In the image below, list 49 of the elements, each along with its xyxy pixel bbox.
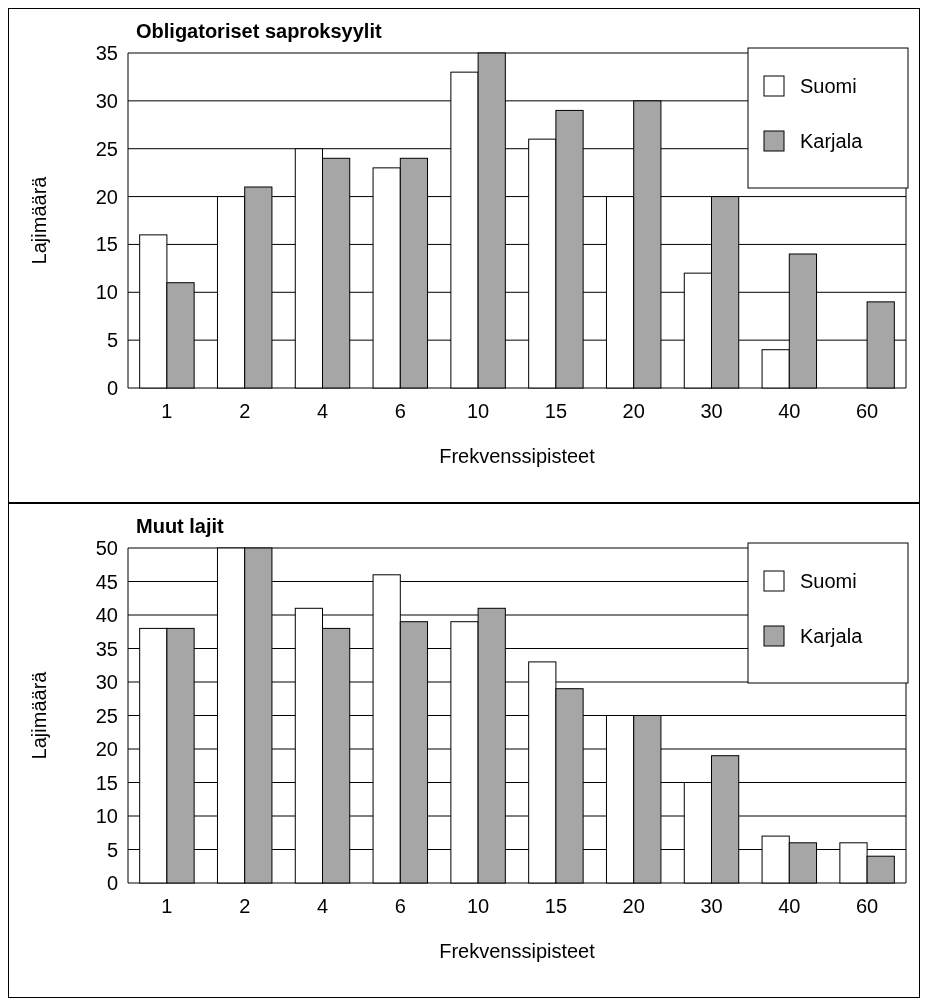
x-axis-title: Frekvenssipisteet: [439, 940, 596, 962]
x-tick-label: 10: [466, 400, 490, 422]
y-tick-label: 45: [95, 570, 118, 593]
y-axis-title: Lajimäärä: [28, 175, 50, 265]
x-tick-label: 1: [161, 895, 173, 917]
legend-label: Karjala: [800, 625, 864, 647]
legend-label: Suomi: [800, 75, 857, 97]
legend-label: Karjala: [800, 130, 864, 152]
x-tick-label: 60: [855, 400, 879, 422]
x-tick-label: 30: [700, 400, 723, 422]
x-tick-label: 4: [316, 400, 329, 422]
x-tick-label: 2: [239, 895, 251, 917]
y-tick-label: 20: [95, 738, 118, 760]
chart-title: Obligatoriset saproksyylit: [136, 20, 382, 42]
x-tick-label: 2: [239, 400, 251, 422]
x-tick-label: 60: [855, 895, 879, 917]
x-tick-label: 1: [161, 400, 173, 422]
y-axis-title: Lajimäärä: [28, 670, 50, 760]
x-tick-label: 40: [778, 895, 801, 917]
y-tick-label: 25: [95, 704, 118, 727]
x-tick-label: 10: [466, 895, 490, 917]
x-tick-label: 15: [544, 895, 568, 917]
y-tick-label: 25: [95, 137, 118, 160]
y-tick-label: 35: [95, 637, 118, 660]
y-tick-label: 5: [106, 329, 118, 352]
y-tick-label: 35: [95, 42, 118, 64]
x-tick-label: 4: [316, 895, 329, 917]
x-tick-label: 20: [622, 400, 645, 422]
y-tick-label: 30: [95, 89, 118, 112]
x-tick-label: 15: [544, 400, 568, 422]
y-tick-label: 5: [106, 838, 118, 861]
y-tick-label: 10: [95, 805, 118, 827]
x-tick-label: 20: [622, 895, 645, 917]
x-axis-title: Frekvenssipisteet: [439, 445, 596, 467]
y-tick-label: 30: [95, 671, 118, 693]
y-tick-label: 0: [106, 377, 118, 399]
y-tick-label: 15: [95, 771, 118, 794]
x-tick-label: 40: [778, 400, 801, 422]
y-tick-label: 10: [95, 281, 118, 304]
y-tick-label: 20: [95, 185, 118, 208]
y-tick-label: 50: [95, 537, 118, 559]
y-tick-label: 40: [95, 604, 118, 626]
x-tick-label: 6: [394, 895, 406, 917]
chart-title: Muut lajit: [136, 515, 225, 537]
y-tick-label: 15: [95, 233, 118, 256]
legend-label: Suomi: [800, 570, 857, 592]
x-tick-label: 30: [700, 895, 723, 917]
y-tick-label: 0: [106, 872, 118, 894]
x-tick-label: 6: [394, 400, 406, 422]
